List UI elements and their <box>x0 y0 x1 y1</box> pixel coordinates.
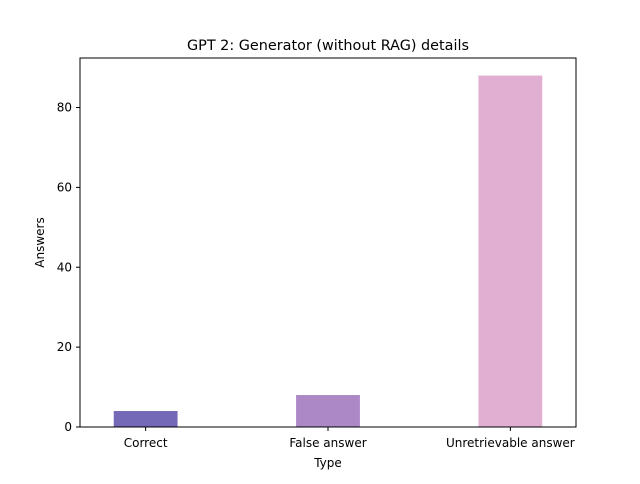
chart-title: GPT 2: Generator (without RAG) details <box>187 38 469 54</box>
x-tick-label: Correct <box>124 436 168 450</box>
x-axis: Correct False answer Unretrievable answer <box>124 427 575 450</box>
y-axis: 0 20 40 60 80 <box>57 101 80 434</box>
bars-layer <box>113 75 543 428</box>
y-tick-label: 20 <box>57 340 72 354</box>
x-tick-label: False answer <box>289 436 366 450</box>
bar-correct <box>113 411 178 427</box>
bar-false-answer <box>296 395 360 427</box>
y-tick-label: 40 <box>57 260 72 274</box>
y-tick-label: 80 <box>57 101 72 115</box>
y-tick-label: 0 <box>64 420 72 434</box>
y-tick-label: 60 <box>57 180 72 194</box>
bar-unretrievable-answer <box>478 75 543 428</box>
x-tick-label: Unretrievable answer <box>446 436 575 450</box>
x-axis-label: Type <box>313 456 342 470</box>
y-axis-label: Answers <box>33 217 47 267</box>
